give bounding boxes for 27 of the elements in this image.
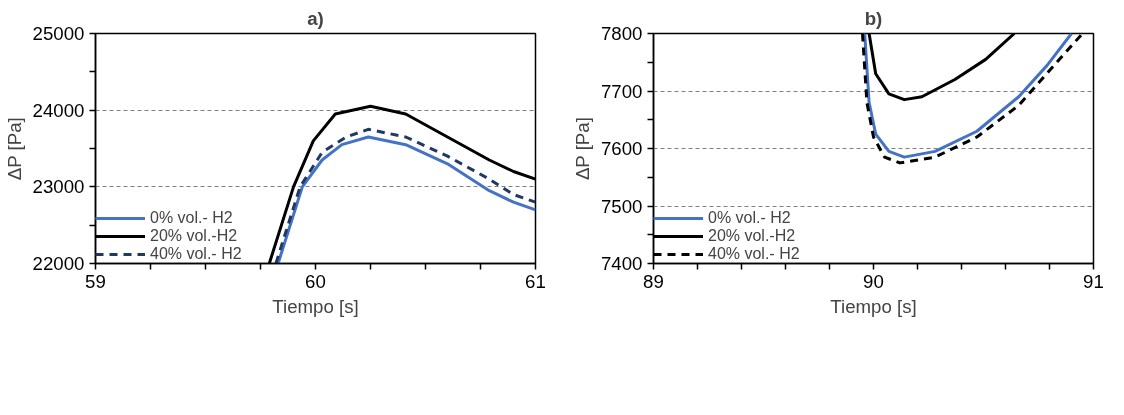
x-tick-label: 61 bbox=[525, 270, 546, 292]
legend-label: 20% vol.-H2 bbox=[708, 227, 796, 245]
y-tick-label: 23000 bbox=[32, 176, 85, 198]
y-tick-label: 7400 bbox=[601, 253, 643, 274]
chart-title: b) bbox=[864, 7, 883, 29]
y-tick-label: 22000 bbox=[32, 253, 85, 274]
legend-label: 0% vol.- H2 bbox=[708, 209, 791, 227]
y-tick-label: 7600 bbox=[601, 138, 643, 159]
x-tick-label: 60 bbox=[305, 270, 326, 292]
x-axis-title: Tiempo [s] bbox=[830, 295, 917, 317]
y-axis-title: ΔP [Pa] bbox=[572, 117, 593, 181]
y-tick-label: 7700 bbox=[601, 80, 643, 102]
x-tick-label: 89 bbox=[643, 270, 664, 292]
x-tick-label: 90 bbox=[863, 270, 884, 292]
y-axis-title: ΔP [Pa] bbox=[3, 117, 25, 181]
legend-label: 40% vol.- H2 bbox=[150, 245, 242, 263]
legend-label: 0% vol.- H2 bbox=[150, 209, 233, 227]
chart-title: a) bbox=[307, 7, 324, 29]
y-tick-label: 25000 bbox=[32, 23, 85, 44]
y-tick-label: 7500 bbox=[601, 195, 643, 217]
y-tick-label: 24000 bbox=[32, 99, 85, 121]
legend-label: 40% vol.- H2 bbox=[708, 245, 800, 263]
legend-label: 20% vol.-H2 bbox=[150, 227, 238, 245]
x-axis-title: Tiempo [s] bbox=[272, 295, 359, 317]
x-tick-label: 91 bbox=[1083, 270, 1104, 292]
x-tick-label: 59 bbox=[85, 270, 106, 292]
y-tick-label: 7800 bbox=[601, 23, 643, 44]
